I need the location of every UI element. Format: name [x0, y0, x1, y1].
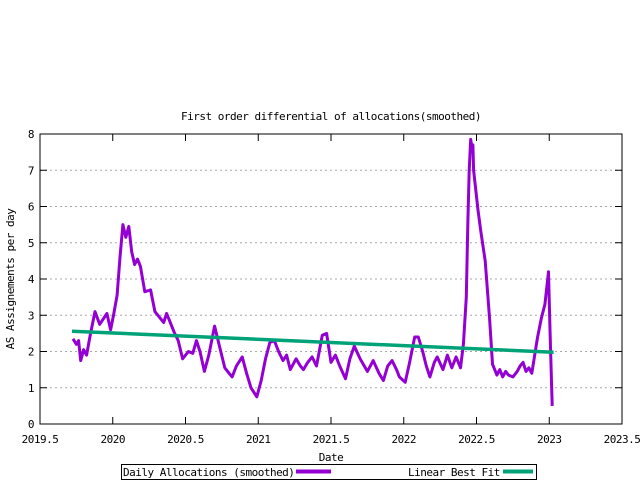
y-tick-label: 6 — [28, 201, 34, 214]
axis-layer — [39, 133, 623, 425]
y-tick-label: 4 — [28, 273, 35, 286]
tick-label-layer: 2019.5 2020 2020.5 2021 2021.5 2022 2022.5 2023… — [22, 128, 640, 446]
x-axis-label: Date — [319, 451, 344, 464]
x-tick-label: 2023.5 — [604, 433, 640, 446]
y-axis-label: AS Assignements per day — [4, 208, 17, 350]
x-tick-label: 2021 — [246, 433, 271, 446]
y-tick-label: 3 — [28, 309, 34, 322]
y-tick-label: 0 — [28, 418, 34, 431]
legend-label-daily-allocations: Daily Allocations (smoothed) — [123, 466, 294, 479]
x-tick-label: 2022 — [392, 433, 417, 446]
chart-title: First order differential of allocations(… — [181, 110, 481, 123]
x-tick-label: 2022.5 — [458, 433, 495, 446]
legend-label-linear-fit: Linear Best Fit — [408, 466, 500, 479]
x-tick-label: 2020.5 — [167, 433, 204, 446]
x-tick-label: 2019.5 — [22, 433, 59, 446]
daily-allocations-line — [71, 137, 554, 406]
x-tick-label: 2021.5 — [313, 433, 350, 446]
series-layer — [71, 137, 554, 406]
x-tick-label: 2023 — [537, 433, 562, 446]
y-tick-label: 5 — [28, 237, 34, 250]
y-tick-label: 2 — [28, 346, 34, 359]
x-tick-label: 2020 — [101, 433, 126, 446]
y-tick-label: 1 — [28, 382, 34, 395]
grid-layer — [40, 169, 622, 389]
linear-best-fit-line — [71, 329, 554, 354]
y-tick-label: 8 — [28, 128, 34, 141]
legend-box: Daily Allocations (smoothed) Linear Best… — [121, 464, 537, 480]
y-tick-label: 7 — [28, 164, 34, 177]
